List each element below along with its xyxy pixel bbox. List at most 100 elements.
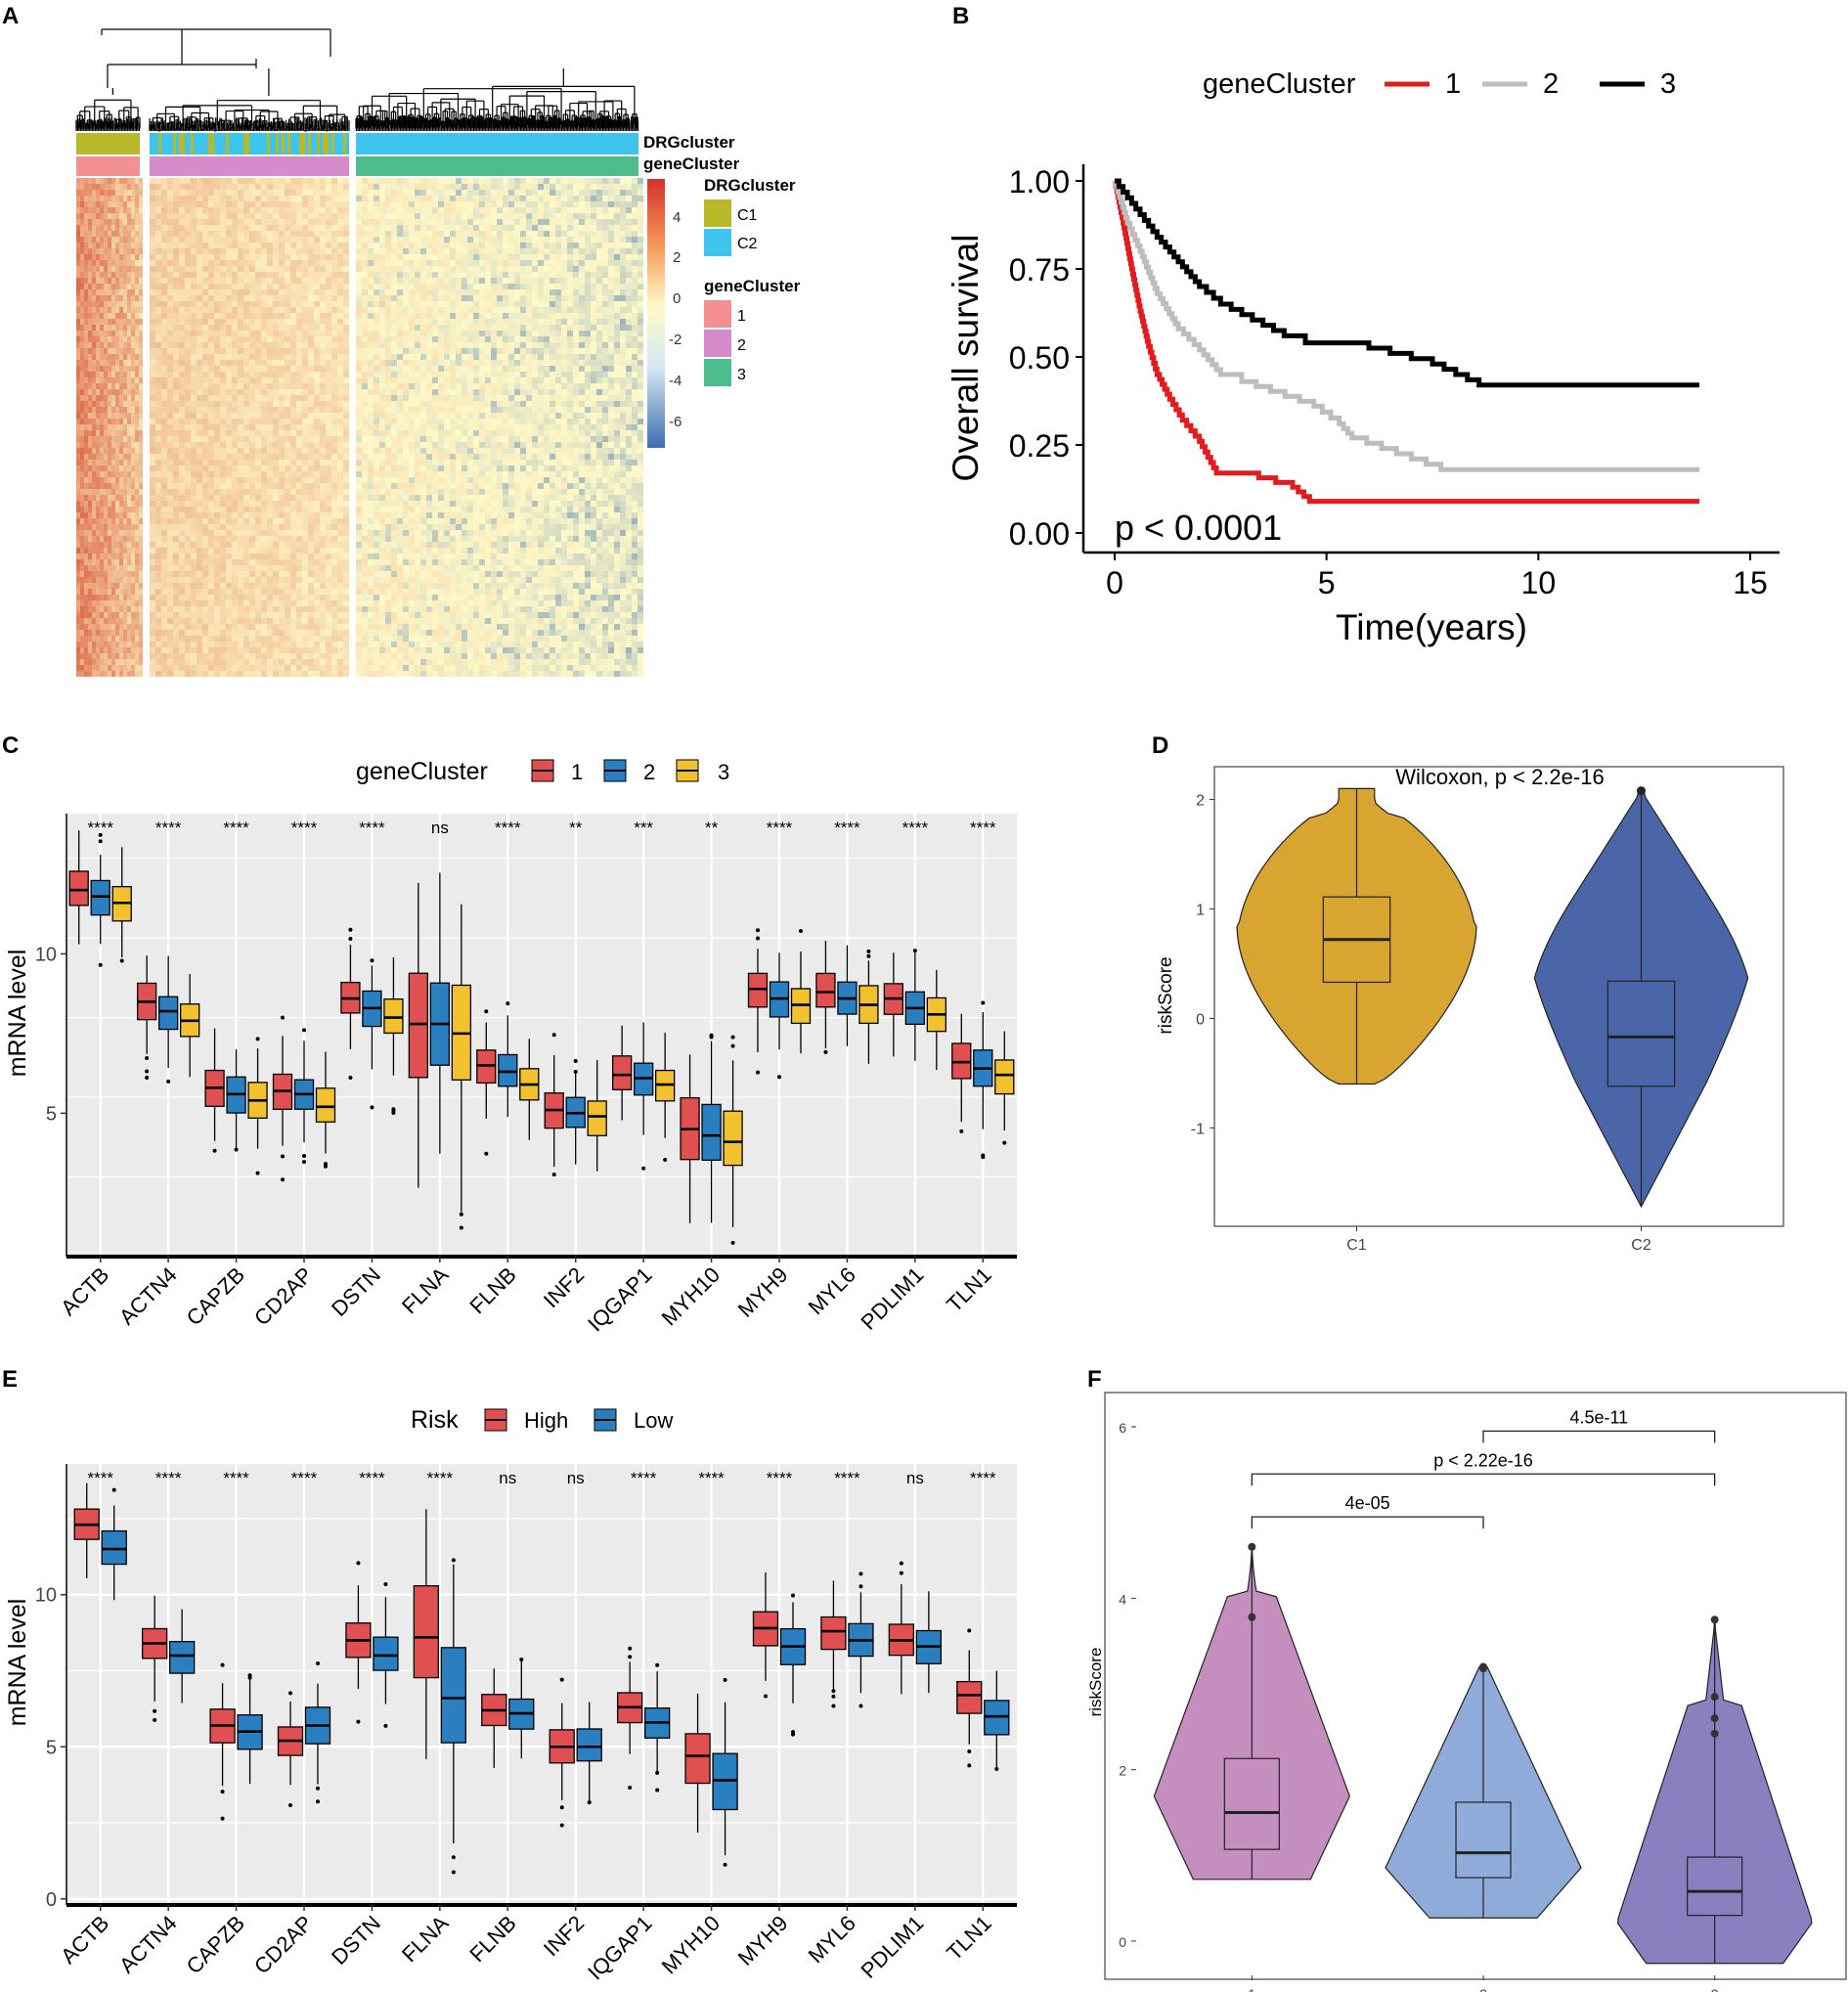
heatmap-cell <box>279 430 285 436</box>
heatmap-cell <box>273 272 279 278</box>
heatmap-cell <box>96 383 100 389</box>
heatmap-cell <box>155 507 161 512</box>
heatmap-cell <box>179 342 185 348</box>
heatmap-cell <box>96 553 100 559</box>
heatmap-cell <box>135 366 139 372</box>
heatmap-cell <box>302 424 308 430</box>
heatmap-cell <box>167 383 173 389</box>
heatmap-cell <box>296 436 302 442</box>
heatmap-cell <box>279 289 285 295</box>
heatmap-cell <box>131 278 135 284</box>
heatmap-cell <box>285 419 290 424</box>
heatmap-cell <box>273 289 279 295</box>
heatmap-cell <box>96 589 100 595</box>
heatmap-cell <box>191 289 197 295</box>
heatmap-cell <box>296 372 302 377</box>
heatmap-cell <box>150 372 155 377</box>
heatmap-cell <box>273 336 279 342</box>
heatmap-cell <box>308 284 314 289</box>
drgcluster-bar <box>299 133 302 155</box>
heatmap-cell <box>123 536 127 542</box>
heatmap-cell <box>119 372 123 377</box>
heatmap-cell <box>150 190 155 196</box>
heatmap-cell <box>214 336 220 342</box>
heatmap-cell <box>135 401 139 407</box>
heatmap-cell <box>279 653 285 659</box>
heatmap-cell <box>155 319 161 325</box>
drgcluster-bar <box>270 133 273 155</box>
heatmap-cell <box>155 548 161 553</box>
heatmap-cell <box>139 430 143 436</box>
heatmap-cell <box>80 342 84 348</box>
heatmap-cell <box>123 213 127 219</box>
heatmap-cell <box>185 372 191 377</box>
heatmap-cell <box>214 483 220 489</box>
heatmap-cell <box>80 483 84 489</box>
heatmap-cell <box>267 413 273 419</box>
heatmap-cell <box>123 501 127 507</box>
heatmap-cell <box>243 313 249 319</box>
heatmap-cell <box>179 401 185 407</box>
heatmap-cell <box>76 342 80 348</box>
heatmap-cell <box>127 659 131 665</box>
heatmap-cell <box>76 184 80 190</box>
heatmap-cell <box>232 278 238 284</box>
heatmap-cell <box>161 642 167 647</box>
heatmap-cell <box>111 653 115 659</box>
heatmap-cell <box>285 659 290 665</box>
heatmap-cell <box>208 600 214 606</box>
heatmap-cell <box>308 336 314 342</box>
heatmap-cell <box>139 618 143 624</box>
heatmap-cell <box>185 196 191 201</box>
heatmap-cell <box>150 413 155 419</box>
heatmap-cell <box>191 624 197 630</box>
heatmap-cell <box>108 219 111 225</box>
heatmap-cell <box>202 354 208 360</box>
heatmap-cell <box>232 583 238 589</box>
heatmap-cell <box>115 589 119 595</box>
heatmap-cell <box>267 495 273 501</box>
heatmap-cell <box>161 559 167 565</box>
heatmap-cell <box>92 348 96 354</box>
heatmap-cell <box>80 553 84 559</box>
heatmap-cell <box>243 671 249 677</box>
heatmap-cell <box>226 254 232 260</box>
heatmap-cell <box>191 448 197 454</box>
heatmap-cell <box>238 201 243 207</box>
heatmap-cell <box>238 571 243 577</box>
heatmap-cell <box>155 278 161 284</box>
heatmap-cell <box>139 325 143 331</box>
heatmap-cell <box>255 342 261 348</box>
heatmap-cell <box>104 383 108 389</box>
heatmap-cell <box>197 225 202 231</box>
heatmap-cell <box>127 530 131 536</box>
heatmap-cell <box>290 665 296 671</box>
heatmap-cell <box>155 289 161 295</box>
heatmap-cell <box>290 313 296 319</box>
heatmap-cell <box>123 530 127 536</box>
heatmap-cell <box>111 600 115 606</box>
heatmap-cell <box>279 518 285 524</box>
heatmap-cell <box>202 295 208 301</box>
heatmap-cell <box>111 319 115 325</box>
heatmap-cell <box>76 507 80 512</box>
heatmap-cell <box>96 201 100 207</box>
heatmap-cell <box>115 460 119 465</box>
heatmap-cell <box>290 278 296 284</box>
heatmap-cell <box>226 196 232 201</box>
heatmap-cell <box>296 260 302 266</box>
heatmap-cell <box>243 395 249 401</box>
heatmap-cell <box>273 219 279 225</box>
heatmap-cell <box>135 248 139 254</box>
heatmap-cell <box>249 213 255 219</box>
heatmap-cell <box>123 659 127 665</box>
heatmap-cell <box>80 266 84 272</box>
heatmap-cell <box>273 559 279 565</box>
heatmap-cell <box>167 219 173 225</box>
heatmap-cell <box>123 360 127 366</box>
heatmap-cell <box>202 477 208 483</box>
heatmap-cell <box>155 430 161 436</box>
heatmap-cell <box>226 366 232 372</box>
heatmap-cell <box>123 407 127 413</box>
heatmap-cell <box>279 178 285 184</box>
